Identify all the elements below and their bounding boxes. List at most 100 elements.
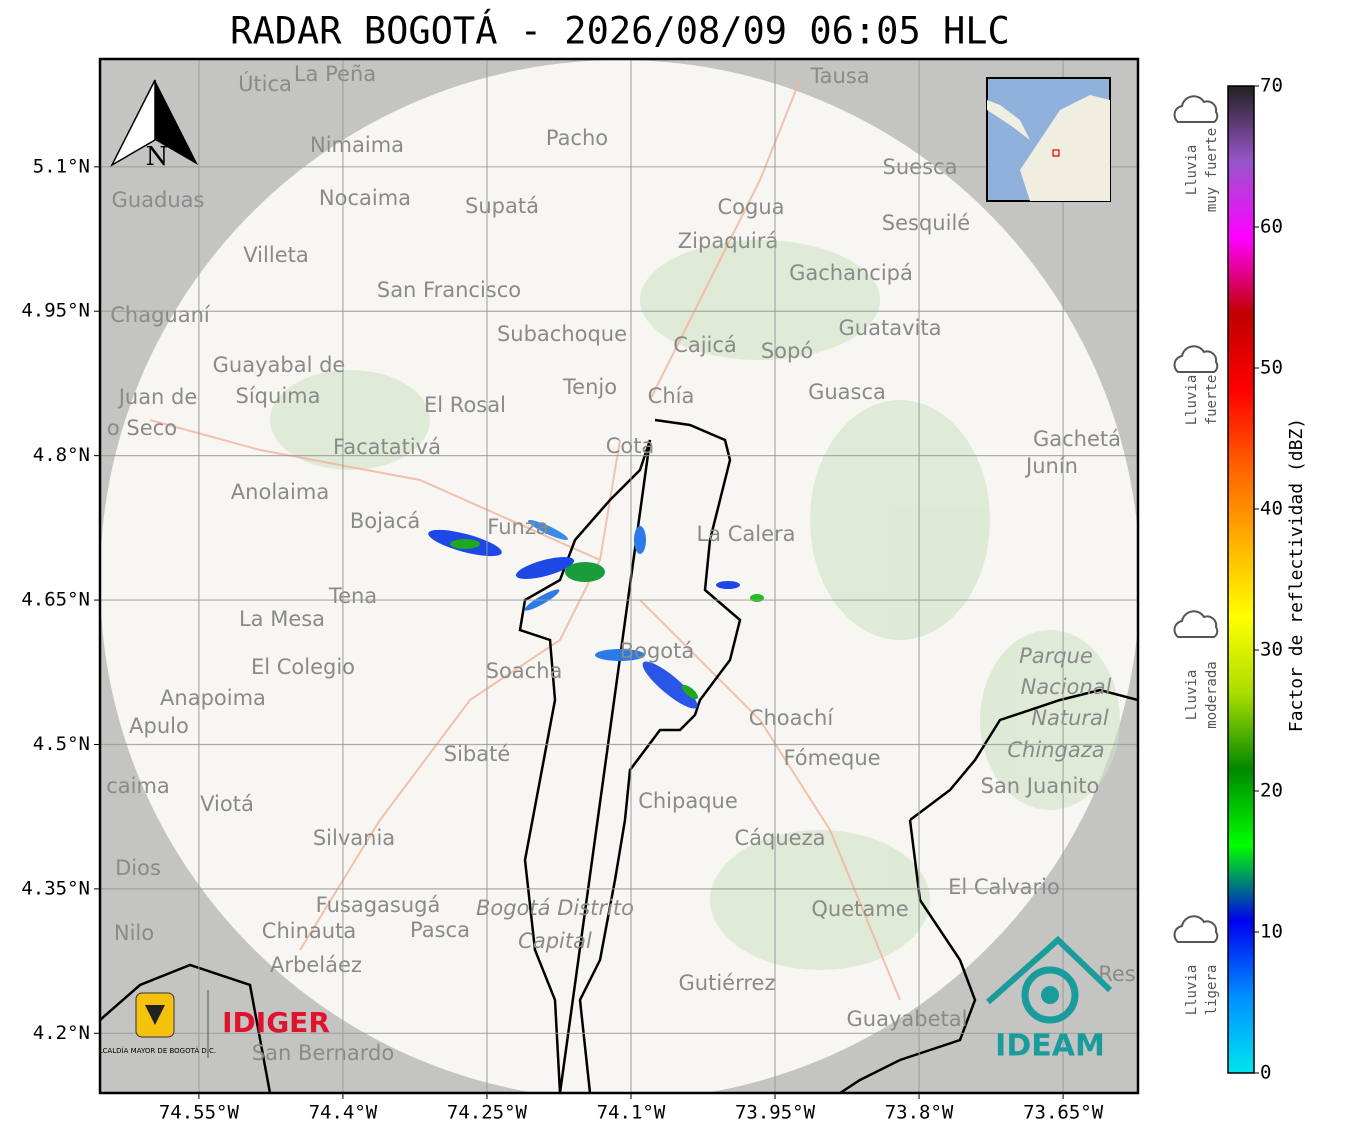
colorbar-tick-label: 0 bbox=[1260, 1062, 1271, 1084]
place-label: El Colegio bbox=[251, 655, 355, 679]
rain-class: Lluvia moderada bbox=[1173, 610, 1220, 729]
colorbar-tick-label: 30 bbox=[1260, 639, 1283, 661]
place-label: San Juanito bbox=[981, 774, 1100, 798]
place-label: La Peña bbox=[294, 62, 376, 86]
ideam-logo: IDEAM bbox=[986, 935, 1113, 1064]
place-label: Bojacá bbox=[350, 509, 420, 533]
place-label: Sopó bbox=[761, 339, 813, 363]
place-labels: Útica La Peña Tausa Pacho Nimaima Guaduas Noca… bbox=[106, 62, 1136, 1065]
idiger-logo: IDIGER bbox=[222, 1006, 330, 1039]
place-label: Facatativá bbox=[333, 435, 441, 459]
place-label: Cogua bbox=[717, 195, 784, 219]
colorbar bbox=[1227, 85, 1255, 1074]
place-label: San Bernardo bbox=[252, 1041, 394, 1065]
colorbar-tick-label: 50 bbox=[1260, 357, 1283, 379]
place-label: Soacha bbox=[486, 659, 563, 683]
place-label: Nocaima bbox=[319, 186, 411, 210]
place-label: Anapoima bbox=[160, 686, 266, 710]
place-label: Silvania bbox=[313, 826, 395, 850]
place-label: Nimaima bbox=[310, 133, 404, 157]
x-tick-label: 73.8°W bbox=[885, 1102, 954, 1124]
place-label: Quetame bbox=[811, 897, 908, 921]
map-frame bbox=[98, 57, 1140, 1095]
place-label: Útica bbox=[238, 71, 292, 96]
place-label: Guayabal de bbox=[213, 353, 346, 377]
x-tick-label: 74.4°W bbox=[309, 1102, 378, 1124]
place-label: Chipaque bbox=[638, 789, 738, 813]
place-label: Cota bbox=[606, 434, 655, 458]
cloud-icon bbox=[1173, 915, 1219, 943]
y-tick-label: 4.35°N bbox=[21, 877, 90, 899]
map-area: Útica La Peña Tausa Pacho Nimaima Guaduas Noca… bbox=[94, 59, 1138, 1093]
place-label: Viotá bbox=[200, 792, 254, 816]
place-label: Supatá bbox=[465, 194, 539, 218]
rain-class: Lluvia ligera bbox=[1173, 915, 1220, 1015]
rain-class-label: muy fuerte bbox=[1204, 128, 1220, 212]
place-label: Fusagasugá bbox=[316, 893, 441, 917]
place-label: Chinauta bbox=[262, 919, 356, 943]
place-label: San Francisco bbox=[377, 278, 521, 302]
place-label: Zipaquirá bbox=[678, 229, 778, 253]
place-label: Dios bbox=[115, 856, 161, 880]
cloud-icon bbox=[1173, 95, 1219, 123]
place-label: Guasca bbox=[808, 380, 886, 404]
colorbar-tick-label: 60 bbox=[1260, 216, 1283, 238]
colorbar-tick-label: 40 bbox=[1260, 498, 1283, 520]
y-tick-label: 4.2°N bbox=[33, 1022, 90, 1044]
place-label: Tena bbox=[328, 584, 377, 608]
place-label: Chía bbox=[648, 384, 695, 408]
title: RADAR BOGOTÁ - 2026/08/09 06:05 HLC bbox=[230, 9, 1010, 53]
y-tick-label: 5.1°N bbox=[33, 155, 90, 177]
place-label: Anolaima bbox=[231, 480, 329, 504]
place-label: Nilo bbox=[114, 921, 154, 945]
north-label: N bbox=[146, 142, 169, 172]
x-tick-label: 73.65°W bbox=[1023, 1102, 1104, 1124]
place-label: Sibaté bbox=[444, 742, 511, 766]
place-label: o Seco bbox=[107, 416, 177, 440]
cloud-icon bbox=[1173, 610, 1219, 638]
place-label: Funza bbox=[487, 515, 548, 539]
place-label: Tenjo bbox=[562, 375, 617, 399]
place-label: Sesquilé bbox=[882, 211, 970, 235]
place-label: La Mesa bbox=[239, 607, 325, 631]
place-label: Subachoque bbox=[497, 322, 627, 346]
place-label: Choachí bbox=[749, 706, 835, 730]
rain-class: Lluvia fuerte bbox=[1173, 345, 1220, 425]
cloud-icon bbox=[1173, 345, 1219, 373]
place-label: Cajicá bbox=[673, 333, 737, 357]
y-tick-label: 4.95°N bbox=[21, 300, 90, 322]
place-label: Fómeque bbox=[783, 746, 880, 770]
x-tick-label: 73.95°W bbox=[735, 1102, 816, 1124]
place-label: Pasca bbox=[410, 918, 470, 942]
place-label: Guaduas bbox=[112, 188, 205, 212]
place-label: Gutiérrez bbox=[679, 971, 776, 995]
y-tick-label: 4.5°N bbox=[33, 733, 90, 755]
rain-class: Lluvia muy fuerte bbox=[1173, 95, 1220, 212]
place-label: Guatavita bbox=[839, 316, 942, 340]
place-label: El Rosal bbox=[424, 393, 506, 417]
alcaldia-logo: ALCALDÍA MAYOR DE BOGOTÁ D.C. bbox=[94, 990, 216, 1058]
rain-class-label: Lluvia bbox=[1184, 670, 1200, 721]
x-tick-label: 74.1°W bbox=[597, 1102, 666, 1124]
place-label: Villeta bbox=[243, 243, 308, 267]
rain-class-label: Lluvia bbox=[1184, 145, 1200, 196]
alcaldia-text: ALCALDÍA MAYOR DE BOGOTÁ D.C. bbox=[94, 1046, 216, 1055]
colorbar-tick-label: 10 bbox=[1260, 921, 1283, 943]
x-tick-label: 74.55°W bbox=[159, 1102, 240, 1124]
x-tick-label: 74.25°W bbox=[447, 1102, 528, 1124]
ideam-text: IDEAM bbox=[995, 1029, 1105, 1064]
y-tick-label: 4.65°N bbox=[21, 589, 90, 611]
place-label: Parque bbox=[1019, 644, 1093, 668]
colorbar-tick-label: 70 bbox=[1260, 75, 1283, 97]
place-label: Arbeláez bbox=[270, 953, 362, 977]
place-label: Natural bbox=[1031, 706, 1109, 730]
place-label: Chingaza bbox=[1007, 738, 1104, 762]
place-label: Apulo bbox=[129, 714, 189, 738]
place-label: Junín bbox=[1024, 454, 1078, 478]
place-label: El Calvario bbox=[948, 875, 1060, 899]
place-label: Pacho bbox=[546, 126, 608, 150]
place-label: Chaguaní bbox=[110, 303, 211, 327]
colorbar-tick-label: 20 bbox=[1260, 780, 1283, 802]
place-label: Tausa bbox=[809, 64, 869, 88]
